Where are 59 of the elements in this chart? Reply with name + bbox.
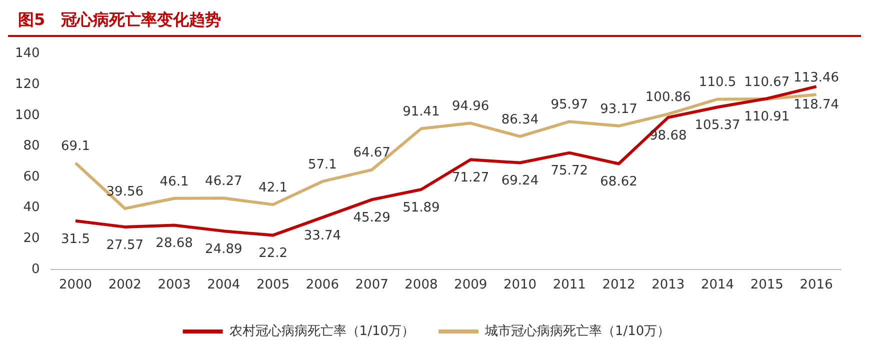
data-label: 39.56: [106, 184, 144, 200]
x-tick-label: 2004: [207, 278, 240, 293]
data-label: 110.67: [744, 74, 790, 90]
data-label: 27.57: [106, 238, 144, 253]
data-label: 46.27: [205, 174, 242, 190]
data-label: 57.1: [308, 157, 337, 172]
data-label: 68.62: [600, 174, 638, 190]
data-label: 71.27: [452, 170, 490, 186]
data-label: 100.86: [645, 90, 691, 105]
x-tick-label: 2015: [750, 278, 784, 293]
y-tick-label: 120: [14, 76, 40, 92]
data-label: 69.1: [61, 138, 90, 154]
x-tick-label: 2000: [58, 278, 92, 293]
x-tick-label: 2008: [404, 278, 438, 293]
data-label: 46.1: [160, 174, 189, 190]
data-label: 95.97: [550, 97, 588, 112]
data-label: 105.37: [694, 118, 740, 134]
data-label: 33.74: [304, 228, 342, 244]
data-label: 113.46: [794, 70, 840, 86]
data-label: 64.67: [353, 146, 390, 161]
y-tick-label: 60: [23, 169, 40, 184]
data-label: 75.72: [550, 164, 588, 179]
y-tick-label: 20: [23, 230, 40, 246]
data-label: 93.17: [600, 102, 638, 117]
y-tick-label: 40: [23, 200, 40, 216]
x-tick-label: 2011: [552, 278, 586, 293]
data-label: 118.74: [794, 97, 840, 112]
data-label: 42.1: [258, 180, 288, 196]
y-tick-label: 100: [14, 108, 40, 123]
data-label: 91.41: [402, 104, 440, 120]
data-label: 51.89: [402, 200, 440, 216]
y-tick-label: 140: [14, 46, 40, 62]
legend-label: 农村冠心病病死亡率（1/10万）: [229, 322, 415, 339]
x-tick-label: 2016: [800, 278, 833, 293]
data-label: 24.89: [205, 242, 242, 257]
x-tick-label: 2006: [306, 278, 339, 293]
data-label: 98.68: [650, 128, 687, 144]
data-label: 94.96: [452, 99, 490, 114]
x-tick-label: 2003: [158, 278, 191, 293]
x-tick-label: 2014: [700, 278, 734, 293]
legend-label: 城市冠心病病死亡率（1/10万）: [484, 322, 670, 339]
data-label: 31.5: [61, 232, 90, 247]
data-label: 28.68: [156, 236, 193, 252]
x-tick-label: 2009: [454, 278, 488, 293]
data-label: 69.24: [501, 174, 539, 189]
x-tick-label: 2002: [108, 278, 142, 293]
x-tick-label: 2013: [652, 278, 685, 293]
x-tick-label: 2012: [602, 278, 636, 293]
x-tick-label: 2005: [256, 278, 290, 293]
data-label: 22.2: [258, 246, 288, 262]
x-tick-label: 2007: [355, 278, 388, 293]
y-tick-label: 0: [32, 262, 40, 277]
data-label: 45.29: [353, 210, 390, 226]
x-tick-label: 2010: [503, 278, 537, 293]
chart-title: 图5 冠心病死亡率变化趋势: [8, 8, 861, 37]
y-tick-label: 80: [23, 138, 40, 154]
data-label: 110.5: [698, 75, 736, 90]
data-label: 110.91: [744, 109, 790, 124]
data-label: 86.34: [501, 112, 539, 128]
